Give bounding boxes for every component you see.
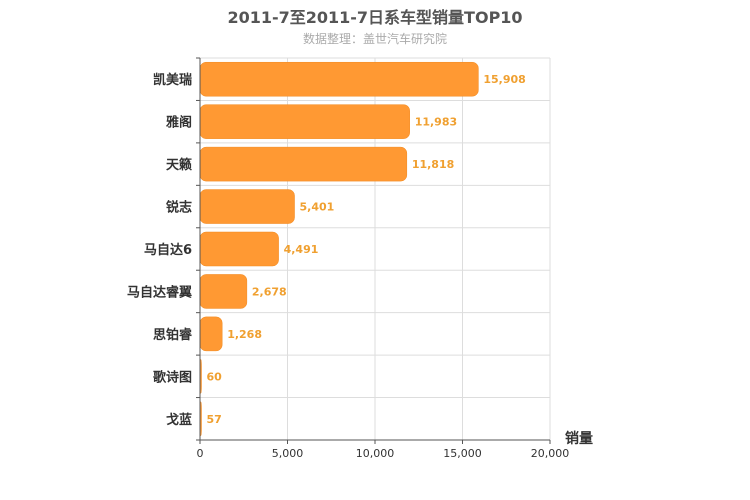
category-label: 马自达6 [144, 242, 192, 258]
bar [199, 146, 408, 182]
data-label: 1,268 [227, 328, 262, 341]
x-tick-label: 0 [197, 447, 204, 460]
bar [199, 231, 279, 267]
bar [199, 189, 295, 224]
category-label: 凯美瑞 [153, 72, 192, 88]
data-label: 11,818 [412, 158, 454, 171]
data-label: 11,983 [415, 116, 457, 129]
category-label: 雅阁 [166, 115, 192, 131]
data-label: 60 [207, 370, 223, 383]
bar [199, 274, 248, 309]
bar-group [199, 61, 479, 437]
bar [199, 61, 479, 97]
x-tick-label: 15,000 [443, 447, 482, 460]
x-tick-label: 20,000 [531, 447, 570, 460]
category-label: 马自达睿翼 [127, 284, 192, 300]
category-label: 歌诗图 [153, 369, 192, 385]
category-label: 锐志 [166, 200, 192, 216]
category-label: 思铂睿 [153, 327, 193, 343]
category-label: 天籁 [166, 157, 192, 173]
bar [199, 316, 223, 352]
data-label: 5,401 [300, 201, 335, 214]
chart-subtitle: 数据整理：盖世汽车研究院 [302, 32, 447, 46]
data-label: 4,491 [284, 243, 319, 256]
data-label: 15,908 [483, 73, 525, 86]
chart-title: 2011-7至2011-7日系车型销量TOP10 [227, 8, 523, 27]
x-tick-label: 5,000 [272, 447, 304, 460]
labels: 0 5,000 10,000 15,000 20,000 凯美瑞 15,908 雅阁 11,98… [127, 72, 569, 460]
x-tick-label: 10,000 [356, 447, 395, 460]
bar [199, 104, 410, 139]
data-label: 2,678 [252, 285, 287, 298]
data-label: 57 [207, 413, 222, 426]
x-axis-title: 销量 [565, 430, 593, 447]
axes [196, 57, 551, 444]
category-label: 戈蓝 [166, 412, 192, 428]
